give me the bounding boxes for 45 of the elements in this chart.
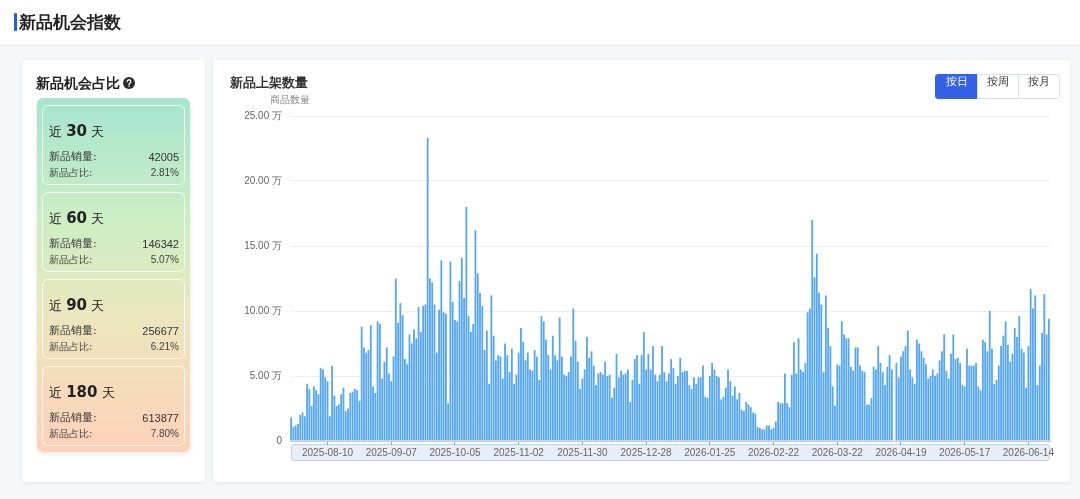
y-tick-label: 5.00 万 [249,369,282,381]
text: 按周 [987,75,1009,88]
y-tick-label: 15.00 万 [244,239,282,251]
y-tick-label: 20.00 万 [244,174,282,186]
text: 新品销量: [49,150,97,163]
x-tick-label: 2026-03-22 [811,446,864,458]
x-tick-label: 2026-01-25 [684,446,736,458]
text: 按月 [1028,75,1050,88]
text: 新品机会指数 [19,12,121,32]
text: 146342 [142,238,179,250]
x-tick-label: 2025-12-28 [620,446,673,458]
chart-title: 新品上架数量 [230,75,308,90]
text: 新品占比: [49,428,93,439]
text: 2.81% [150,167,179,178]
x-tick-label: 2025-11-02 [493,446,545,458]
text: 新品占比: [49,341,93,352]
y-tick-label: 25.00 万 [244,109,282,121]
x-tick-label: 2026-05-17 [939,446,991,458]
text: 7.80% [150,428,179,439]
text: 613877 [142,412,179,424]
y-tick-label: 10.00 万 [244,304,282,316]
text: 5.07% [150,254,179,265]
x-tick-label: 2026-06-14 [1002,446,1055,458]
y-tick-label: 0 [276,434,283,446]
x-tick-label: 2025-08-10 [301,446,354,458]
text: 按日 [945,75,968,88]
text: 新品销量: [49,411,97,424]
text: 近 30 天 [49,122,105,140]
x-tick-label: 2026-04-19 [875,446,927,458]
text: 新品占比: [49,167,93,178]
text: 新品销量: [49,237,97,250]
x-tick-label: 2025-10-05 [429,446,481,458]
x-tick-label: 2025-09-07 [365,446,418,458]
text: 近 90 天 [49,296,105,314]
x-tick-label: 2025-11-30 [557,446,609,458]
y-axis-title: 商品数量 [270,93,310,105]
text: 新品销量: [49,324,97,337]
text: 42005 [148,151,179,163]
text: 近 180 天 [49,383,115,401]
x-tick-label: 2026-02-22 [747,446,800,458]
text: 新品机会占比 [36,74,120,92]
text: 6.21% [150,341,179,352]
text: 近 60 天 [49,209,105,227]
text: 新品占比: [49,254,93,265]
text: 256677 [142,325,179,337]
